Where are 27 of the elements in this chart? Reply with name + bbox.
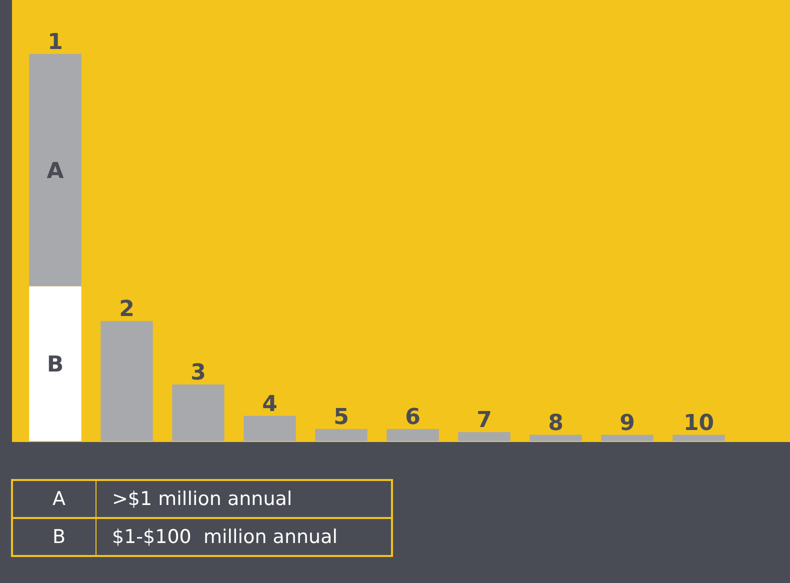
bar — [672, 434, 725, 441]
x-tick-label: 9 — [620, 410, 635, 436]
bar — [100, 321, 153, 441]
bar — [315, 429, 368, 441]
text: $1-$100 million annual — [112, 526, 338, 548]
text: >$1 million annual — [112, 488, 292, 510]
x-tick-label: 5 — [334, 405, 349, 430]
text: B — [52, 526, 66, 548]
bar — [458, 432, 510, 441]
x-tick-label: 2 — [119, 297, 134, 322]
x-tick-label: 6 — [405, 405, 420, 430]
x-tick-label: 8 — [548, 410, 564, 436]
bar — [530, 434, 582, 441]
series-label: A — [46, 159, 64, 184]
bar — [244, 416, 296, 441]
series-label: B — [46, 352, 64, 378]
bar — [172, 384, 224, 441]
x-tick-label: 10 — [683, 410, 714, 436]
bar — [29, 286, 82, 441]
x-tick-label: 7 — [476, 408, 492, 434]
x-tick-label: 1 — [48, 30, 63, 55]
x-tick-label: 4 — [262, 392, 278, 417]
x-tick-label: 3 — [190, 360, 206, 386]
text: A — [52, 488, 66, 510]
bar — [29, 54, 82, 286]
bar — [601, 434, 654, 441]
bar — [386, 429, 439, 441]
